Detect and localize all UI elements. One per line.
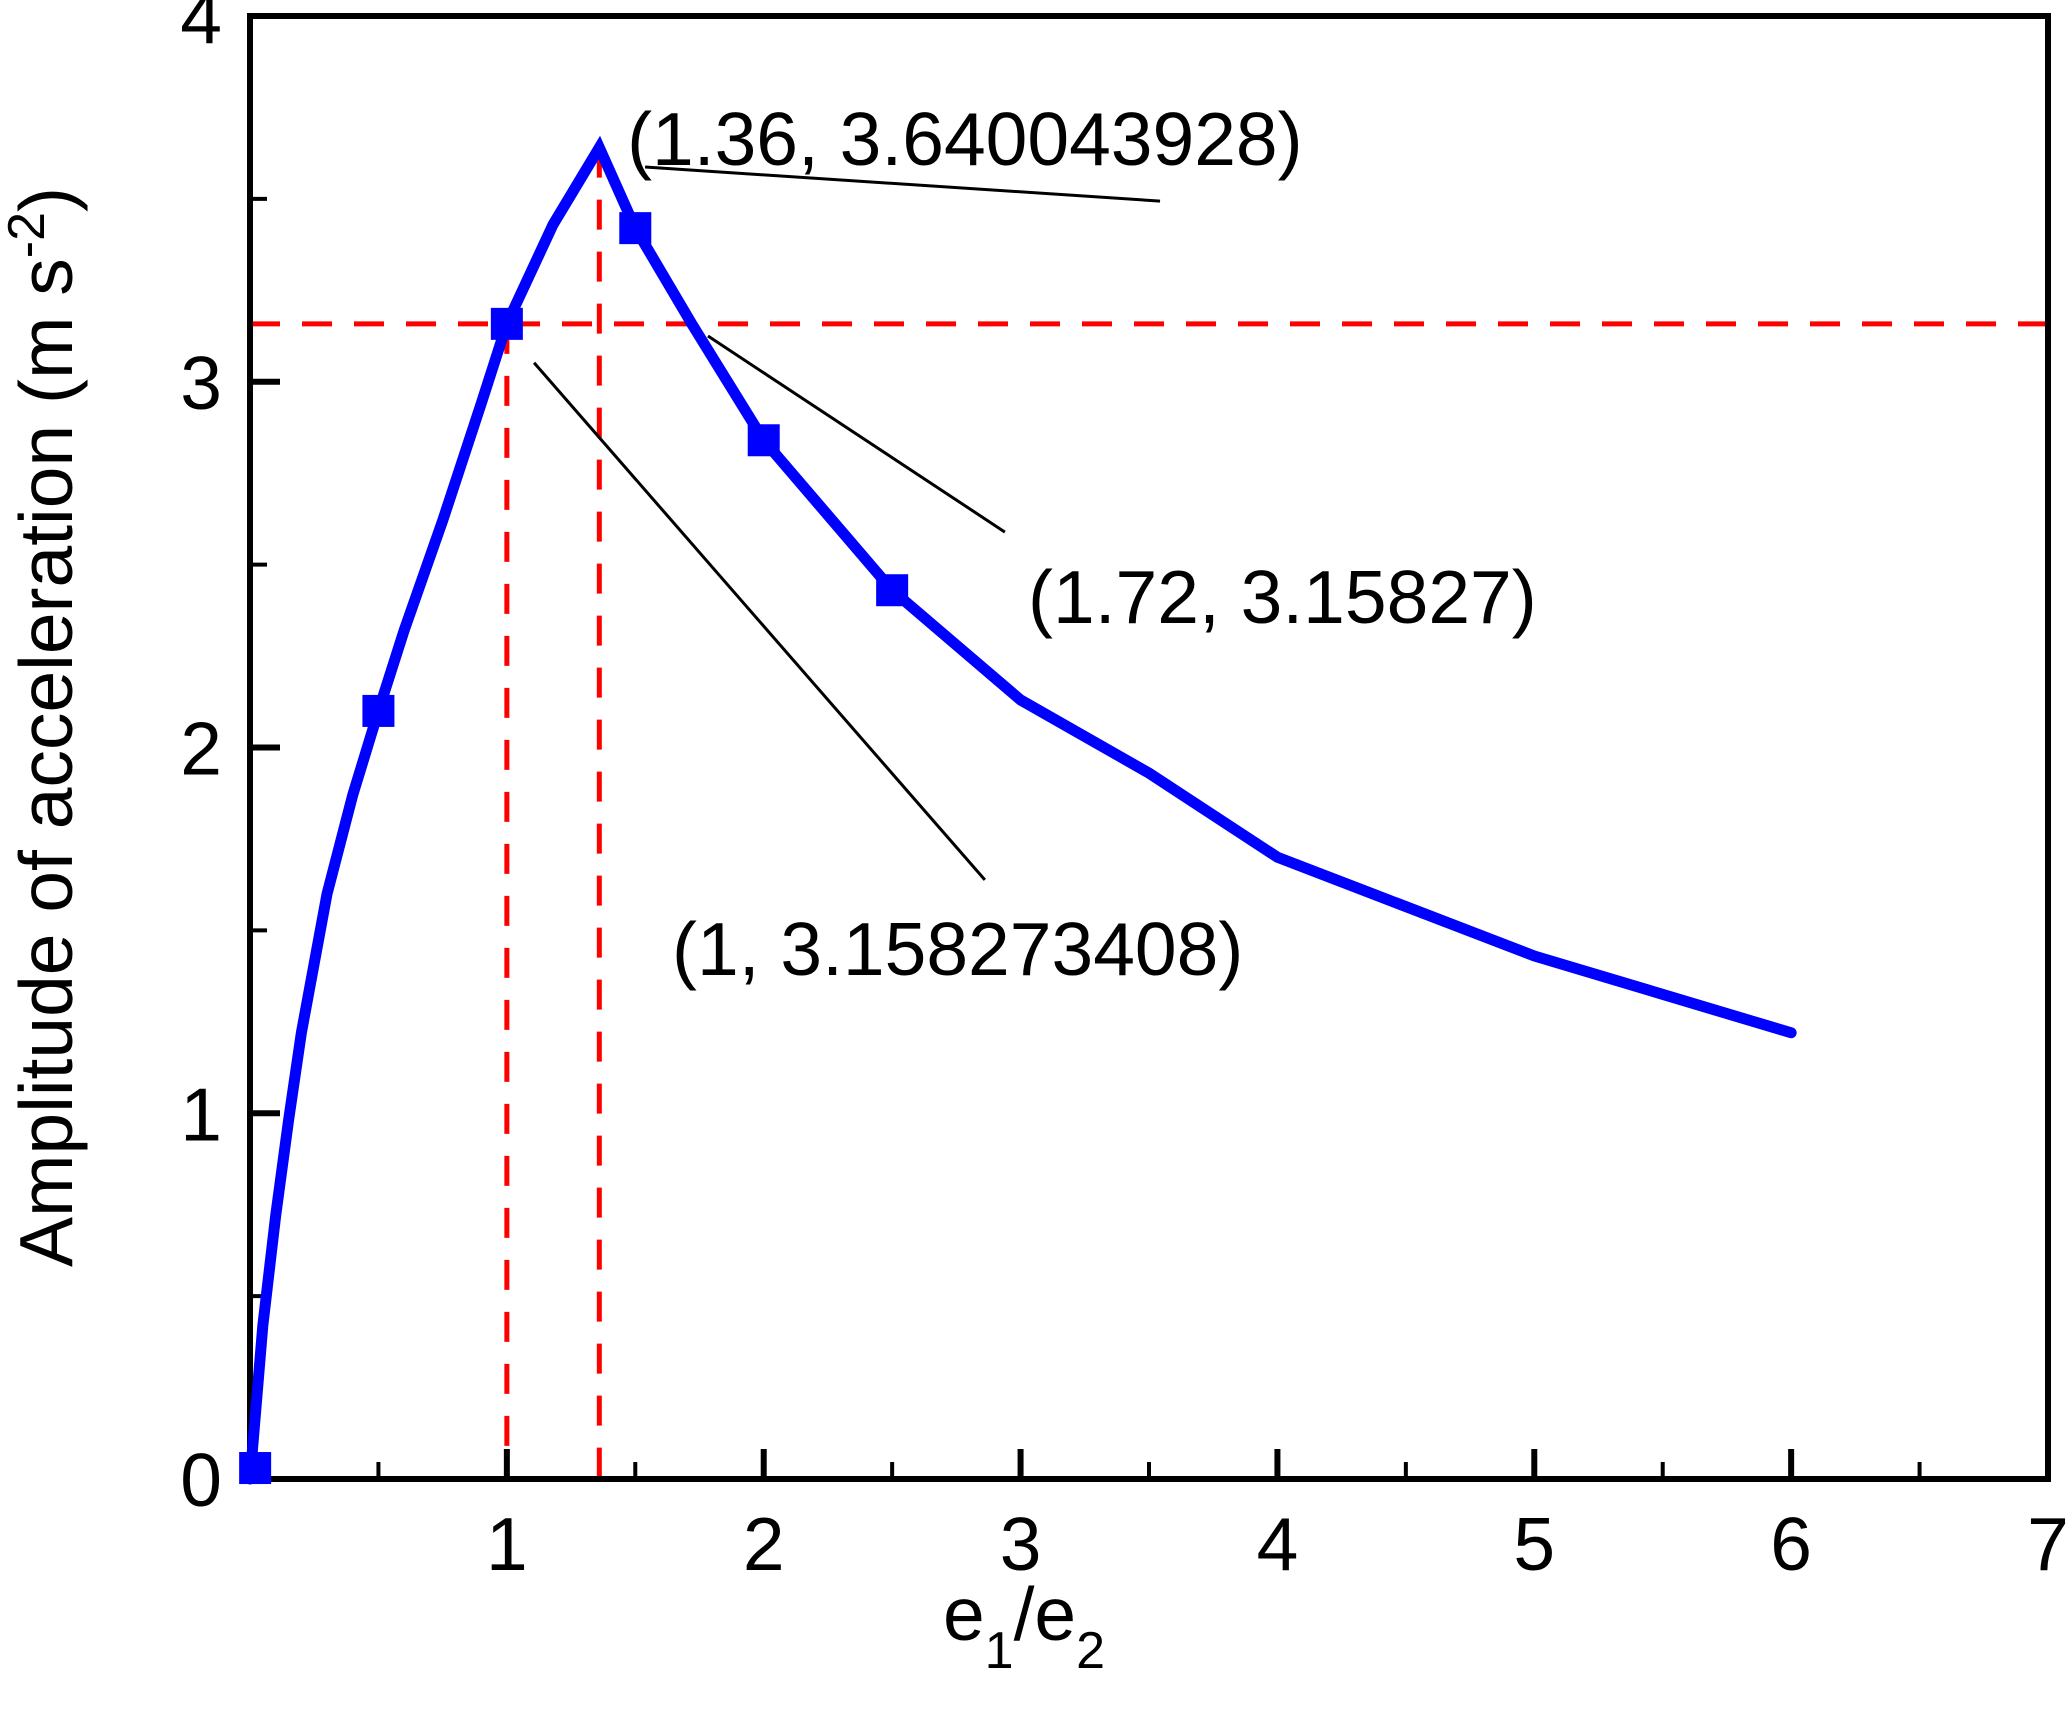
y-tick-label: 0 <box>180 1438 222 1522</box>
y-tick-label: 3 <box>180 341 222 425</box>
series-marker <box>747 424 780 457</box>
y-tick-label: 1 <box>180 1072 222 1156</box>
series-marker <box>490 307 523 340</box>
x-tick-label: 4 <box>1257 1502 1299 1586</box>
series-line <box>244 135 1797 1485</box>
series-marker <box>876 574 909 607</box>
series-marker <box>239 1452 272 1485</box>
x-axis-title: e1/e2 <box>943 1572 1105 1680</box>
x-tick-label: 1 <box>486 1502 528 1586</box>
annotation-leader-1 <box>644 165 1161 203</box>
x-tick-label: 5 <box>1513 1502 1555 1586</box>
x-tick-label: 2 <box>743 1502 785 1586</box>
plot-frame-group <box>247 13 2051 1482</box>
annotation-label-3: (1, 3.158273408) <box>672 907 1243 991</box>
series-marker <box>362 694 395 727</box>
axis-titles-group: e1/e2 Amplitude of acceleration (m s-2) <box>0 187 1105 1680</box>
y-tick-label: 4 <box>180 0 222 59</box>
x-tick-label: 3 <box>1000 1502 1042 1586</box>
x-tick-label: 6 <box>1770 1502 1812 1586</box>
annotation-leader-3 <box>532 361 986 881</box>
annotation-label-1: (1.36, 3.640043928) <box>627 97 1303 181</box>
x-tick-label: 7 <box>2027 1502 2067 1586</box>
annotation-label-2: (1.72, 3.15827) <box>1028 555 1537 639</box>
y-axis-title: Amplitude of acceleration (m s-2) <box>0 187 88 1267</box>
series-marker <box>619 212 652 245</box>
series-group <box>239 135 1797 1485</box>
reference-lines-group <box>250 147 2048 1479</box>
y-tick-label: 2 <box>180 707 222 791</box>
annotation-leader-2 <box>707 334 1006 534</box>
axis-ticks-group: 1 2 3 4 5 6 7 0 1 2 3 4 <box>180 0 2067 1586</box>
annotation-group: (1.36, 3.640043928) (1.72, 3.15827) (1, 3.… <box>532 97 1537 991</box>
plot-frame <box>247 13 2051 1482</box>
